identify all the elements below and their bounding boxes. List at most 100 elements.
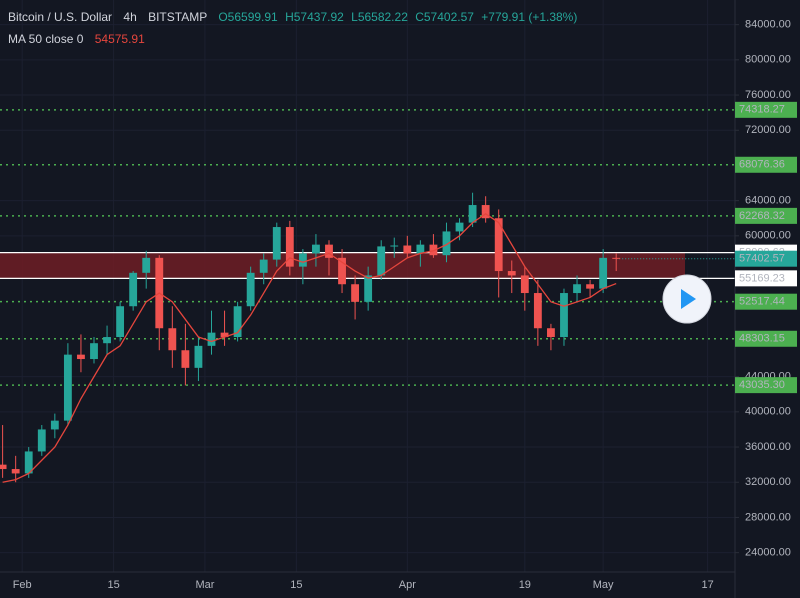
candle-body xyxy=(37,429,46,452)
candle-body xyxy=(312,244,320,254)
quote-high: H57437.92 xyxy=(285,10,344,24)
candle-body xyxy=(11,469,20,474)
price-label: 55169.23 xyxy=(739,272,785,284)
candle-body xyxy=(573,284,581,294)
x-tick-label: May xyxy=(593,579,614,591)
y-tick-label: 24000.00 xyxy=(745,547,791,559)
candle-body xyxy=(63,354,72,421)
chart-title: Bitcoin / U.S. Dollar xyxy=(8,10,112,24)
level-box xyxy=(735,293,797,310)
y-tick-label: 36000.00 xyxy=(745,441,791,453)
candle-body xyxy=(481,205,490,219)
play-icon[interactable] xyxy=(681,289,696,309)
candle-body xyxy=(560,293,568,338)
candle-body xyxy=(416,244,425,254)
level-label: 62268.32 xyxy=(739,210,785,222)
x-tick-label: Apr xyxy=(399,579,416,591)
candle-body xyxy=(520,275,529,294)
candle-body xyxy=(220,332,229,338)
y-tick-label: 80000.00 xyxy=(745,54,791,66)
level-label: 48303.15 xyxy=(739,333,785,345)
y-tick-label: 32000.00 xyxy=(745,476,791,488)
candle-body xyxy=(468,205,477,223)
x-tick-label: Mar xyxy=(195,579,214,591)
level-box xyxy=(735,207,797,224)
candle-body xyxy=(233,306,242,338)
y-tick-label: 72000.00 xyxy=(745,124,791,136)
candle-body xyxy=(390,245,399,247)
candle-body xyxy=(364,275,373,302)
grid xyxy=(0,0,735,572)
candle-body xyxy=(533,293,542,329)
candle-body xyxy=(168,328,177,351)
quote-low: L56582.22 xyxy=(351,10,408,24)
candle-body xyxy=(403,245,412,254)
candle-body xyxy=(129,272,138,307)
y-tick-label: 60000.00 xyxy=(745,230,791,242)
candle-body xyxy=(612,257,621,259)
last-price-box xyxy=(735,250,797,267)
candle-body xyxy=(507,271,516,276)
last-price-label: 57402.57 xyxy=(739,253,785,265)
quote-change: +779.91 (+1.38%) xyxy=(481,10,577,24)
candle-body xyxy=(142,257,151,273)
candle-body xyxy=(194,345,203,368)
level-label: 43035.30 xyxy=(739,379,785,391)
axes: 84000.00 80000.00 76000.00 72000.00 64000.00… xyxy=(13,19,797,591)
candle-body xyxy=(24,451,33,474)
x-tick-label: 15 xyxy=(107,579,119,591)
candle-body xyxy=(77,354,85,360)
price-box xyxy=(735,270,797,287)
level-box xyxy=(735,101,797,118)
candle-body xyxy=(116,306,125,338)
level-box xyxy=(735,377,797,394)
legend-value: 54575.91 xyxy=(95,32,145,46)
zone-layer xyxy=(0,252,735,279)
chart-header: Bitcoin / U.S. Dollar 4h BITSTAMP O56599… xyxy=(8,10,577,24)
y-tick-label: 76000.00 xyxy=(745,89,791,101)
x-tick-label: 15 xyxy=(290,579,302,591)
candle-body xyxy=(442,231,451,256)
level-box xyxy=(735,330,797,347)
candle-body xyxy=(259,259,268,273)
quote-open: O56599.91 xyxy=(218,10,278,24)
candle-body xyxy=(246,272,255,307)
candle-body xyxy=(50,420,59,430)
candle-body xyxy=(0,464,7,470)
play-button[interactable] xyxy=(662,274,712,324)
y-tick-label: 28000.00 xyxy=(745,511,791,523)
lines xyxy=(2,213,617,483)
x-tick-label: 19 xyxy=(519,579,531,591)
x-tick-label: 17 xyxy=(701,579,713,591)
level-label: 68076.36 xyxy=(739,159,785,171)
ma-line xyxy=(2,213,617,483)
candle-body xyxy=(181,350,190,368)
candle-body xyxy=(351,284,360,302)
candle-body xyxy=(429,244,438,256)
interval: 4h xyxy=(123,10,136,24)
candle-body xyxy=(547,328,555,338)
legend-name: MA 50 close 0 xyxy=(8,32,84,46)
candle-body xyxy=(599,257,608,289)
candle-body xyxy=(285,227,294,267)
candle-body xyxy=(586,284,595,289)
y-tick-label: 40000.00 xyxy=(745,406,791,418)
legend: MA 50 close 0 54575.91 xyxy=(8,32,145,46)
candle-body xyxy=(103,337,111,344)
candle-body xyxy=(494,218,503,272)
y-tick-label: 84000.00 xyxy=(745,19,791,31)
quote-close: C57402.57 xyxy=(415,10,474,24)
exchange: BITSTAMP xyxy=(148,10,207,24)
candle-body xyxy=(272,227,281,260)
candle-body xyxy=(455,222,464,232)
level-label: 74318.27 xyxy=(739,104,785,116)
candle-body xyxy=(338,257,346,285)
level-box xyxy=(735,156,797,173)
y-tick-label: 64000.00 xyxy=(745,195,791,207)
candle-body xyxy=(377,246,386,276)
candle-body xyxy=(325,244,333,258)
x-tick-label: Feb xyxy=(13,579,32,591)
candle-body xyxy=(90,343,98,360)
candle-body xyxy=(298,253,307,267)
